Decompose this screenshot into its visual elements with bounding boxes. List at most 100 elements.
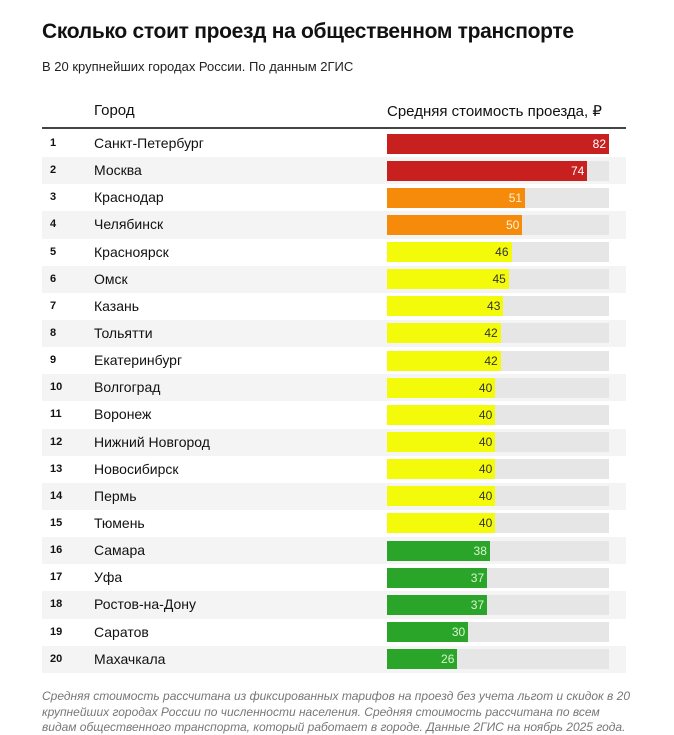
rank: 8: [50, 326, 57, 339]
bar-value-label: 42: [484, 353, 498, 368]
bar-track: 40: [387, 513, 609, 534]
bar-value-label: 40: [478, 462, 493, 477]
footnote: Средняя стоимость рассчитана из фиксиров…: [42, 689, 630, 734]
table-row: 12 Нижний Новгород 40: [42, 428, 626, 456]
bar-value-label: 40: [478, 435, 493, 450]
table-row: 7 Казань 43: [42, 293, 626, 320]
rank: 13: [50, 462, 63, 475]
bar-value-label: 40: [478, 407, 493, 422]
bar: 42: [387, 323, 501, 344]
table-row: 17 Уфа 37: [42, 564, 626, 591]
bar-value-label: 30: [451, 625, 466, 640]
city-name: Москва: [94, 162, 142, 179]
bar: 38: [387, 540, 490, 561]
table-row: 16 Самара 38: [42, 537, 626, 565]
chart-title: Сколько стоит проезд на общественном тра…: [42, 20, 574, 43]
rank: 15: [50, 516, 63, 529]
table-row: 15 Тюмень 40: [42, 510, 626, 537]
chart-subtitle: В 20 крупнейших городах России. По данны…: [42, 59, 354, 74]
rank: 9: [50, 354, 57, 367]
city-name: Самара: [94, 542, 146, 559]
rank: 17: [50, 571, 63, 584]
rank: 12: [50, 435, 63, 448]
bar-value-label: 50: [506, 217, 520, 232]
bar-track: 42: [387, 350, 609, 371]
bar: 40: [387, 459, 496, 480]
city-name: Пермь: [94, 487, 137, 504]
table-row: 2 Москва 74: [42, 157, 626, 185]
column-header-city: Город: [94, 102, 135, 119]
table-row: 10 Волгоград 40: [42, 374, 626, 402]
table-row: 14 Пермь 40: [42, 482, 626, 510]
bar-track: 74: [387, 160, 609, 181]
rank: 2: [50, 164, 57, 177]
bar: 51: [387, 187, 526, 208]
rank: 18: [50, 598, 63, 611]
rank: 11: [50, 408, 62, 421]
city-name: Махачкала: [94, 650, 166, 667]
bar-track: 82: [387, 133, 609, 154]
city-name: Воронеж: [94, 406, 152, 423]
rank: 4: [50, 218, 57, 231]
bar-value-label: 46: [495, 245, 509, 260]
city-name: Нижний Новгород: [94, 433, 210, 450]
table-row: 6 Омск 45: [42, 265, 626, 293]
rank: 16: [50, 544, 63, 557]
rank: 10: [50, 381, 63, 394]
bar: 40: [387, 377, 496, 398]
column-header-cost: Средняя стоимость проезда, ₽: [387, 103, 602, 120]
bar: 40: [387, 404, 496, 425]
bar: 26: [387, 649, 458, 670]
city-name: Саратов: [94, 623, 149, 640]
rank: 1: [50, 137, 57, 149]
bar: 82: [387, 133, 609, 154]
rank: 7: [50, 299, 57, 312]
bar-track: 42: [387, 323, 609, 344]
city-name: Новосибирск: [94, 460, 179, 477]
bar: 46: [387, 242, 512, 263]
table-row: 20 Махачкала 26: [42, 645, 626, 673]
bar-track: 38: [387, 540, 609, 561]
rank: 5: [50, 245, 57, 258]
bar: 50: [387, 214, 523, 235]
bar-track: 30: [387, 622, 609, 643]
table-row: 11 Воронеж 40: [42, 401, 626, 428]
bar-value-label: 40: [478, 380, 493, 395]
bar: 40: [387, 513, 496, 534]
bar-track: 43: [387, 296, 609, 317]
city-name: Ростов-на-Дону: [94, 596, 196, 613]
bar-value-label: 82: [592, 136, 606, 151]
table-row: 13 Новосибирск 40: [42, 456, 626, 483]
bar: 43: [387, 296, 504, 317]
bar-value-label: 40: [478, 516, 493, 531]
rank: 14: [50, 489, 63, 502]
table-row: 9 Екатеринбург 42: [42, 347, 626, 374]
bar-value-label: 51: [508, 190, 523, 205]
bar-value-label: 40: [478, 489, 493, 504]
bar-value-label: 38: [473, 543, 487, 558]
city-name: Красноярск: [94, 243, 169, 260]
bar: 37: [387, 594, 488, 615]
bar-track: 40: [387, 486, 609, 507]
city-name: Тольятти: [94, 324, 153, 341]
bar: 40: [387, 486, 496, 507]
bar-track: 40: [387, 459, 609, 480]
city-name: Казань: [94, 297, 140, 314]
bar: 45: [387, 269, 509, 290]
rank: 3: [50, 191, 57, 204]
bar: 40: [387, 432, 496, 453]
table-row: 8 Тольятти 42: [42, 319, 626, 348]
bar-track: 40: [387, 404, 609, 425]
table-row: 3 Краснодар 51: [42, 184, 626, 211]
city-name: Екатеринбург: [94, 352, 183, 369]
city-name: Краснодар: [94, 189, 164, 206]
table-row: 18 Ростов-на-Дону 37: [42, 591, 626, 619]
bar-track: 51: [387, 187, 609, 208]
bar-value-label: 26: [441, 652, 455, 667]
city-name: Уфа: [94, 569, 123, 586]
bar-value-label: 37: [470, 570, 485, 585]
bar-value-label: 42: [484, 326, 498, 341]
table-row: 1 Санкт-Петербург 82: [42, 130, 626, 157]
bar-track: 46: [387, 242, 609, 263]
